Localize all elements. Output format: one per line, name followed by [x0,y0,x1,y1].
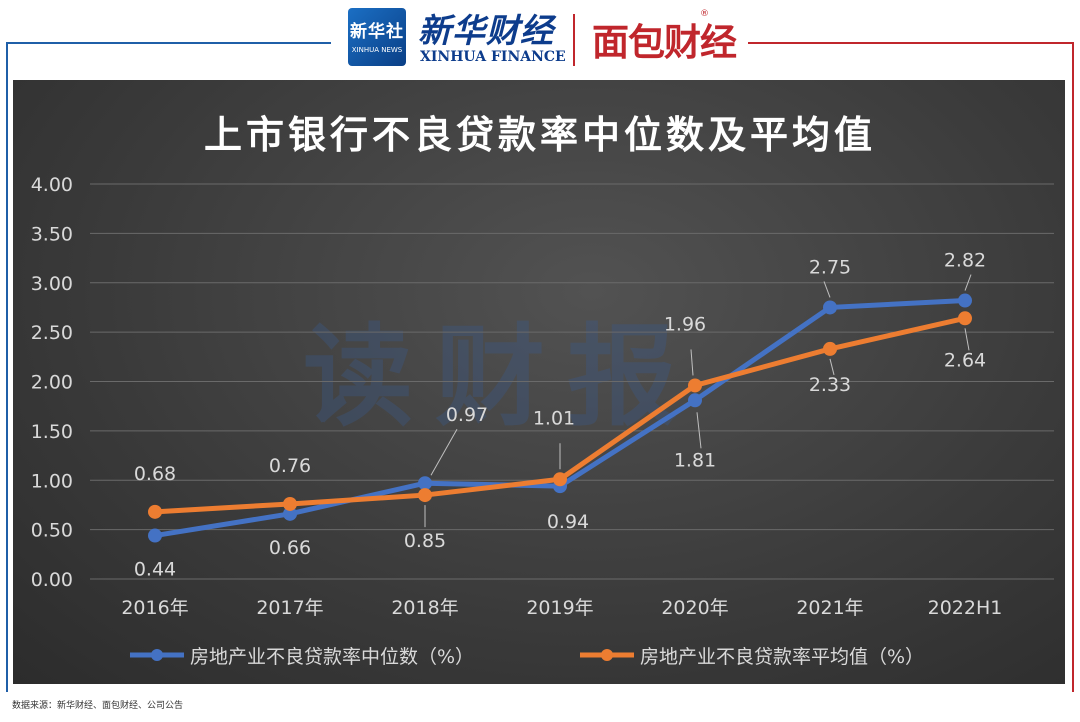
legend-item-mean: 房地产业不良贷款率平均值（%） [578,640,924,670]
legend-label-mean: 房地产业不良贷款率平均值（%） [640,645,925,668]
xinhua-news-logo: 新华社 XINHUA NEWS [348,8,406,66]
label-leader [823,281,831,298]
legend-item-median: 房地产业不良贷款率中位数（%） [128,640,474,670]
label-leader [964,274,972,291]
data-label-mean: 1.96 [664,313,706,335]
data-label-median: 2.75 [809,256,851,278]
legend-marker-median [130,649,184,661]
data-label-mean: 2.33 [809,374,851,396]
data-label-mean: 0.76 [269,455,311,477]
x-tick-label: 2020年 [661,597,728,619]
x-tick-label: 2022H1 [928,597,1003,619]
data-label-mean: 0.68 [134,463,176,485]
data-point-mean [688,378,702,393]
registered-mark: ® [700,9,709,19]
label-leader [430,428,458,476]
x-tick-label: 2021年 [796,597,863,619]
data-label-median: 0.94 [547,511,589,533]
data-point-median [823,300,837,315]
y-tick-label: 2.50 [31,322,73,344]
data-point-mean [148,504,162,519]
data-label-mean: 2.64 [944,349,986,371]
data-point-median [418,476,432,491]
data-label-mean: 0.85 [404,530,446,552]
y-tick-label: 0.50 [31,520,73,542]
brand-cn: 新华财经 [418,11,554,50]
chart-title: 上市银行不良贷款率中位数及平均值 [203,113,876,157]
xinhua-logo-en: XINHUA NEWS [351,46,403,54]
data-point-mean [958,311,972,326]
data-label-median: 0.97 [446,404,488,426]
data-point-mean [283,496,297,511]
y-tick-label: 4.00 [31,174,73,196]
header-separator [573,14,575,66]
y-tick-label: 1.00 [31,470,73,492]
data-point-mean [823,341,837,356]
y-tick-label: 2.00 [31,372,73,394]
data-point-median [688,393,702,408]
xinhua-logo-cn: 新华社 [350,22,404,42]
line-chart: 0.00 0.50 1.00 1.50 2.00 2.50 3.00 3.50 4.00 2016… [31,174,1054,619]
frame-line-right [1072,42,1074,692]
x-tick-label: 2019年 [526,597,593,619]
header: 新华社 XINHUA NEWS 新华财经 XINHUA FINANCE 面包财经… [0,0,1080,75]
header-line-right [748,42,1074,44]
label-leader [964,328,970,351]
label-leader [696,412,702,449]
data-label-median: 1.81 [674,449,716,471]
header-line-left [6,42,331,44]
brand-en: XINHUA FINANCE [420,49,566,65]
data-point-median [283,506,297,521]
legend-label-median: 房地产业不良贷款率中位数（%） [190,645,475,668]
data-label-mean: 1.01 [533,407,575,429]
x-tick-label: 2016年 [121,597,188,619]
data-label-median: 0.66 [269,537,311,559]
label-leader [829,358,835,376]
legend-marker-mean [580,649,634,661]
y-tick-label: 0.00 [31,569,73,591]
data-point-median [958,293,972,308]
label-leader [690,349,694,376]
data-source: 数据来源：新华财经、面包财经、公司公告 [12,701,184,711]
data-point-mean [553,472,567,487]
y-tick-label: 1.50 [31,421,73,443]
data-label-median: 0.44 [134,559,176,581]
data-point-median [148,528,162,543]
data-label-median: 2.82 [944,250,986,272]
x-tick-label: 2017年 [256,597,323,619]
watermark: 读财报 [303,313,699,441]
partner-logo: 面包财经 [592,21,737,64]
frame-line-left [6,42,8,692]
x-tick-label: 2018年 [391,597,458,619]
y-tick-label: 3.00 [31,273,73,295]
data-point-mean [418,488,432,503]
chart-area: 读财报 0.00 0.50 1.00 1.50 2.00 2.50 3.00 3.50 4.00… [13,80,1065,684]
y-tick-label: 3.50 [31,223,73,245]
